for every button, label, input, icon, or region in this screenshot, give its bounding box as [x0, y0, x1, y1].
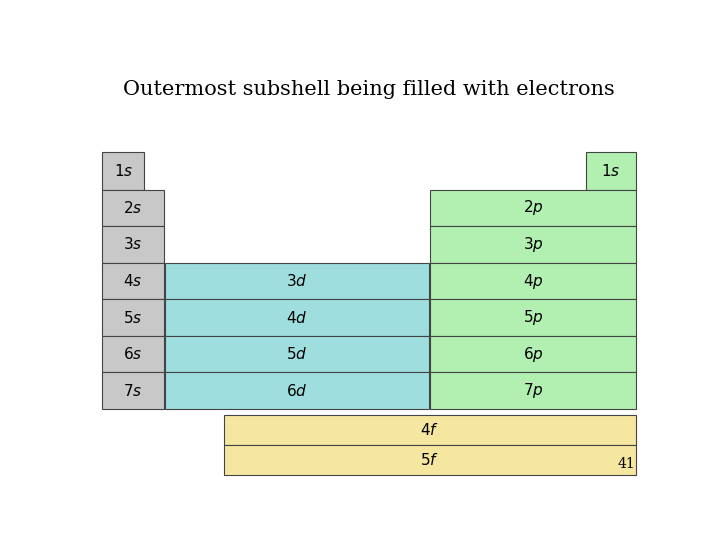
Bar	[102, 263, 163, 299]
Bar	[585, 152, 636, 190]
Text: $6d$: $6d$	[287, 383, 307, 399]
Bar	[431, 299, 636, 336]
Bar	[102, 190, 163, 226]
Bar	[165, 299, 429, 336]
Bar	[224, 446, 636, 475]
Text: $4f$: $4f$	[420, 422, 439, 438]
Text: $5f$: $5f$	[420, 452, 439, 468]
Text: $4s$: $4s$	[123, 273, 143, 289]
Bar	[224, 415, 636, 445]
Bar	[102, 152, 144, 190]
Bar	[102, 226, 163, 263]
Text: 41: 41	[618, 457, 636, 471]
Text: $2p$: $2p$	[523, 198, 544, 217]
Text: $4p$: $4p$	[523, 272, 544, 291]
Text: Outermost subshell being filled with electrons: Outermost subshell being filled with ele…	[123, 80, 615, 99]
Text: $5p$: $5p$	[523, 308, 544, 327]
Text: $5d$: $5d$	[287, 346, 307, 362]
Text: $3d$: $3d$	[287, 273, 307, 289]
Bar	[102, 299, 163, 336]
Text: $1s$: $1s$	[114, 163, 133, 179]
Bar	[431, 226, 636, 263]
Bar	[165, 336, 429, 373]
Text: $3p$: $3p$	[523, 235, 544, 254]
Bar	[431, 190, 636, 226]
Text: $1s$: $1s$	[601, 163, 620, 179]
Bar	[102, 336, 163, 373]
Text: $3s$: $3s$	[123, 237, 143, 252]
Text: $4d$: $4d$	[287, 309, 307, 326]
Bar	[431, 263, 636, 299]
Text: $5s$: $5s$	[123, 309, 143, 326]
Text: $6p$: $6p$	[523, 345, 544, 364]
Bar	[431, 373, 636, 409]
Text: $6s$: $6s$	[123, 346, 143, 362]
Bar	[431, 336, 636, 373]
Bar	[102, 373, 163, 409]
Text: $2s$: $2s$	[123, 200, 143, 216]
Bar	[165, 263, 429, 299]
Text: $7s$: $7s$	[123, 383, 143, 399]
Bar	[165, 373, 429, 409]
Text: $7p$: $7p$	[523, 381, 544, 400]
